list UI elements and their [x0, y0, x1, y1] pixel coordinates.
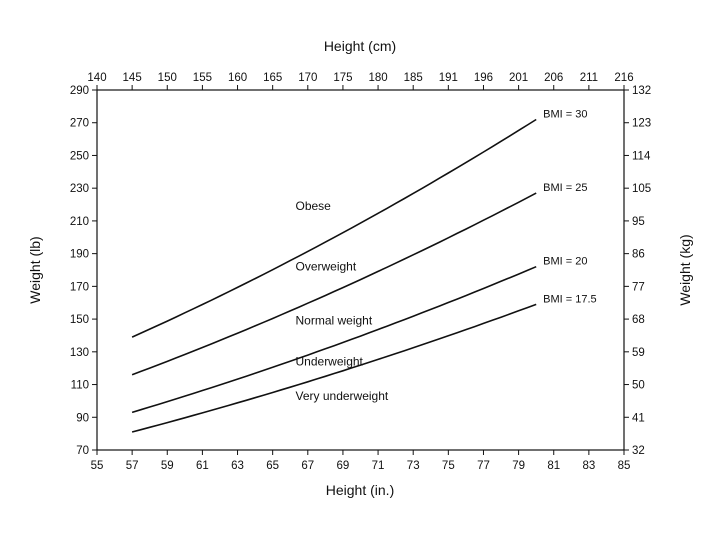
top-axis: 140 145 150 155 160 165 170 175 180 185 191 196 201 2… — [87, 72, 634, 90]
bmi-curve — [131, 265, 537, 414]
x-tick-label-top: 206 — [544, 72, 563, 84]
x-tick-label-bottom: 73 — [407, 460, 420, 472]
region-label: Very underweight — [296, 389, 389, 403]
y-tick-label-left: 110 — [71, 380, 89, 392]
x-tick-label-bottom: 69 — [337, 460, 350, 472]
y-tick-label-right: 114 — [632, 150, 651, 162]
x-tick-label-bottom: 63 — [231, 460, 244, 472]
bmi-label: BMI = 20 — [543, 256, 587, 268]
y-tick-label-left: 170 — [70, 281, 89, 293]
x-tick-label-top: 191 — [439, 72, 458, 84]
bmi-curve — [131, 192, 537, 376]
x-tick-label-bottom: 83 — [582, 460, 595, 472]
x-tick-label-top: 185 — [404, 72, 423, 84]
bmi-label: BMI = 17.5 — [543, 293, 597, 305]
x-axis-title-bottom: Height (in.) — [326, 482, 394, 498]
x-tick-label-bottom: 75 — [442, 460, 455, 472]
x-tick-label-bottom: 55 — [91, 460, 104, 472]
region-labels: Obese Overweight Normal weight Underweight V… — [296, 199, 389, 403]
x-tick-label-bottom: 81 — [547, 460, 560, 472]
region-label: Overweight — [296, 260, 357, 274]
x-tick-label-top: 180 — [368, 72, 387, 84]
y-tick-label-left: 190 — [70, 249, 89, 261]
y-tick-label-right: 50 — [632, 380, 645, 392]
y-tick-label-left: 270 — [70, 118, 89, 130]
bmi-labels: BMI = 30 BMI = 25 BMI = 20 BMI = 17.5 — [543, 108, 597, 305]
y-tick-label-left: 90 — [76, 412, 89, 424]
x-tick-label-top: 165 — [263, 72, 282, 84]
bmi-label: BMI = 25 — [543, 182, 587, 194]
y-tick-label-right: 77 — [632, 281, 645, 293]
x-tick-label-bottom: 61 — [196, 460, 209, 472]
region-label: Normal weight — [296, 314, 373, 328]
y-tick-label-left: 250 — [70, 150, 89, 162]
y-tick-label-right: 123 — [632, 118, 651, 130]
x-axis-title-top: Height (cm) — [324, 38, 396, 54]
y-tick-label-right: 95 — [632, 216, 645, 228]
x-tick-label-bottom: 79 — [512, 460, 525, 472]
x-tick-label-top: 140 — [87, 72, 106, 84]
region-label: Obese — [296, 199, 332, 213]
y-tick-label-left: 230 — [70, 183, 89, 195]
x-tick-label-top: 216 — [614, 72, 633, 84]
y-tick-label-right: 68 — [632, 314, 645, 326]
right-axis: 32 41 50 59 68 77 86 95 105 114 123 132 — [624, 85, 651, 457]
x-tick-label-top: 175 — [333, 72, 352, 84]
bmi-curves — [131, 118, 537, 433]
x-tick-label-bottom: 65 — [266, 460, 279, 472]
x-tick-label-top: 201 — [509, 72, 528, 84]
bmi-curve — [131, 303, 537, 433]
x-tick-label-bottom: 85 — [618, 460, 631, 472]
x-tick-label-top: 150 — [158, 72, 177, 84]
x-tick-label-bottom: 59 — [161, 460, 174, 472]
y-tick-label-left: 150 — [70, 314, 89, 326]
y-tick-label-left: 130 — [70, 347, 89, 359]
y-axis-title-left: Weight (lb) — [27, 236, 43, 303]
y-tick-label-left: 70 — [76, 445, 89, 457]
plot-frame — [96, 89, 625, 451]
x-tick-label-bottom: 77 — [477, 460, 490, 472]
x-tick-label-top: 196 — [474, 72, 493, 84]
y-tick-label-right: 41 — [632, 412, 645, 424]
y-tick-label-left: 290 — [70, 85, 89, 97]
x-tick-label-top: 145 — [123, 72, 142, 84]
y-tick-label-right: 32 — [632, 445, 645, 457]
left-axis: 70 90 110 130 150 170 190 210 230 250 270 290 — [70, 85, 97, 457]
bmi-curve — [131, 118, 537, 338]
x-tick-label-bottom: 57 — [126, 460, 139, 472]
x-tick-label-top: 155 — [193, 72, 212, 84]
bmi-label: BMI = 30 — [543, 108, 587, 120]
x-tick-label-top: 211 — [580, 72, 598, 84]
y-tick-label-right: 105 — [632, 183, 651, 195]
y-tick-label-left: 210 — [70, 216, 89, 228]
region-label: Underweight — [296, 355, 364, 369]
x-tick-label-top: 160 — [228, 72, 247, 84]
x-tick-label-bottom: 71 — [372, 460, 385, 472]
bottom-axis: 55 57 59 61 63 65 67 69 71 73 75 77 79 81 83 85 — [91, 450, 631, 472]
y-axis-title-right: Weight (kg) — [677, 234, 693, 305]
y-tick-label-right: 132 — [632, 85, 651, 97]
x-tick-label-bottom: 67 — [301, 460, 314, 472]
y-tick-label-right: 59 — [632, 347, 645, 359]
y-tick-label-right: 86 — [632, 249, 645, 261]
x-tick-label-top: 170 — [298, 72, 317, 84]
